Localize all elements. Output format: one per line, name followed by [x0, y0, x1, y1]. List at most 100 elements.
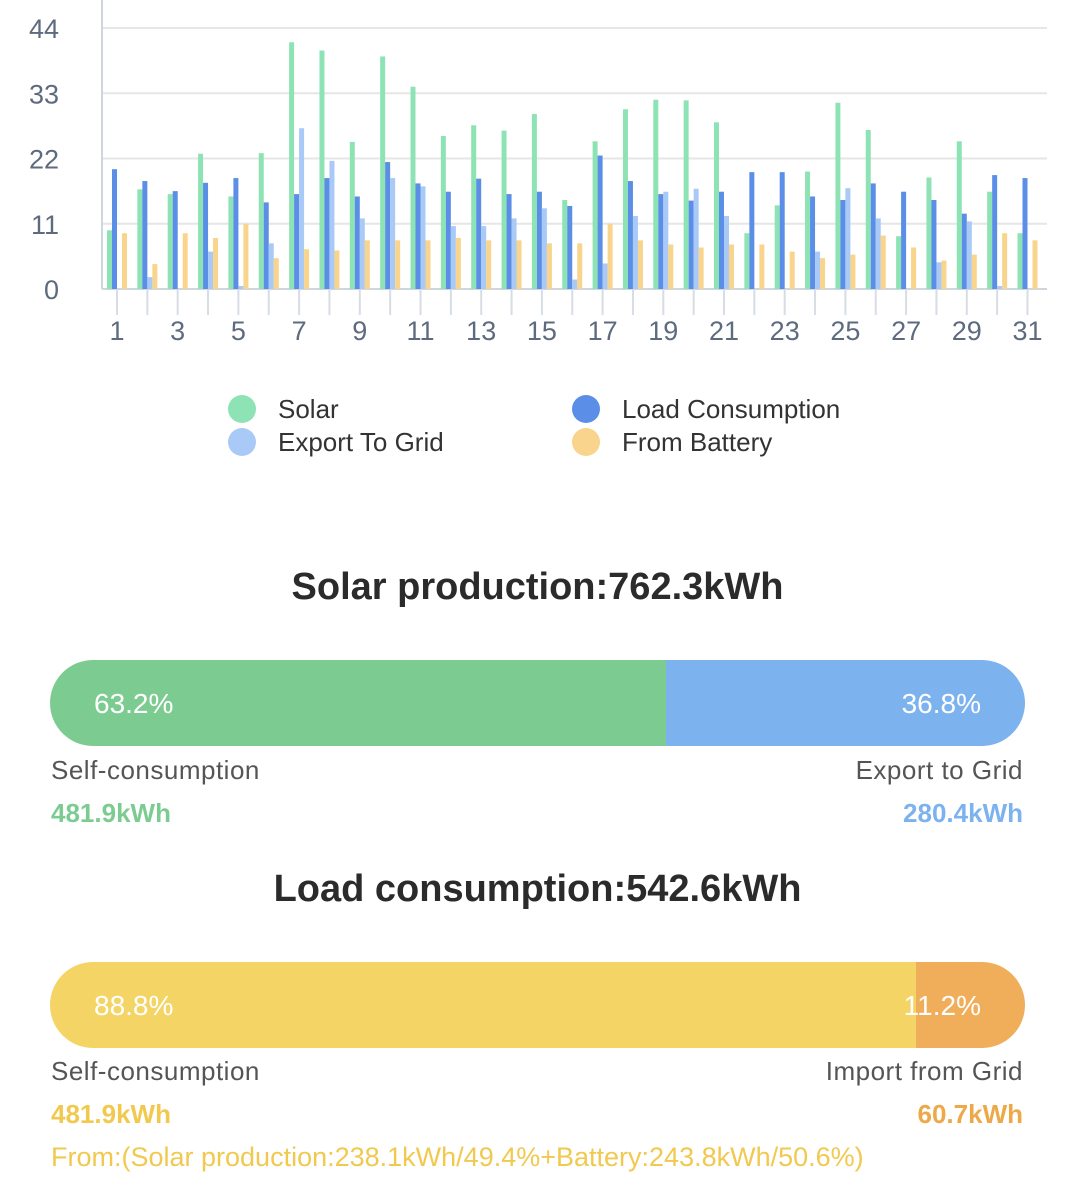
bar-solar-day-2	[137, 189, 143, 289]
bar-from-battery-day-21	[729, 244, 734, 289]
load-import-value: 60.7kWh	[917, 1099, 1024, 1129]
bar-load-consumption-day-3	[172, 191, 178, 289]
x-tick-label-11: 11	[406, 316, 434, 346]
bar-load-consumption-day-27	[901, 191, 907, 289]
bar-solar-day-3	[167, 194, 173, 289]
bar-load-consumption-day-26	[870, 183, 876, 289]
bar-from-battery-day-23	[789, 251, 795, 289]
solar-export-segment: 36.8%	[666, 660, 1025, 746]
bar-export-to-grid-day-17	[602, 263, 608, 289]
bar-solar-day-21	[714, 122, 719, 289]
bar-load-consumption-day-22	[749, 172, 755, 289]
load-consumption-title: Load consumption:542.6kWh	[273, 868, 802, 910]
bar-solar-day-16	[562, 200, 568, 289]
x-tick-label-29: 29	[952, 316, 982, 346]
bar-solar-day-27	[896, 236, 902, 289]
bar-solar-day-13	[471, 125, 477, 289]
bar-load-consumption-day-2	[142, 181, 148, 289]
bar-load-consumption-day-19	[658, 194, 664, 289]
bar-solar-day-25	[835, 102, 841, 289]
bar-export-to-grid-day-25	[845, 188, 851, 289]
load-source-breakdown: From:(Solar production:238.1kWh/49.4%+Ba…	[51, 1142, 864, 1172]
bar-export-to-grid-day-7	[299, 128, 305, 289]
bar-from-battery-day-20	[698, 247, 704, 289]
legend-item-load-consumption[interactable]: Load Consumption	[572, 392, 840, 426]
bar-load-consumption-day-6	[263, 202, 269, 289]
bar-export-to-grid-day-30	[997, 286, 1003, 289]
bar-from-battery-day-16	[577, 243, 583, 289]
bar-from-battery-day-17	[607, 223, 613, 289]
bar-solar-day-20	[683, 100, 689, 289]
bar-from-battery-day-7	[304, 249, 310, 289]
bar-export-to-grid-day-11	[420, 186, 426, 289]
y-tick-label-33: 33	[29, 79, 59, 109]
bar-load-consumption-day-4	[203, 182, 209, 289]
bar-solar-day-24	[805, 171, 811, 289]
bar-from-battery-day-11	[425, 240, 431, 289]
bar-load-consumption-day-18	[627, 181, 633, 289]
bar-export-to-grid-day-29	[966, 221, 972, 289]
bar-export-to-grid-day-21	[724, 216, 729, 289]
bar-load-consumption-day-29	[961, 213, 967, 289]
bar-export-to-grid-day-18	[632, 216, 638, 289]
x-tick-label-23: 23	[770, 316, 800, 346]
bar-load-consumption-day-1	[112, 169, 117, 289]
x-tick-label-1: 1	[109, 316, 124, 346]
bar-load-consumption-day-15	[536, 191, 542, 289]
solar-self-consumption-value: 481.9kWh	[51, 798, 171, 828]
bar-load-consumption-day-31	[1022, 178, 1028, 289]
bar-export-to-grid-day-2	[147, 277, 153, 289]
solar-self-consumption-segment: 63.2%	[50, 660, 667, 746]
bar-export-to-grid-day-26	[875, 218, 881, 289]
solar-export-value: 280.4kWh	[903, 798, 1023, 828]
bar-from-battery-day-19	[668, 244, 674, 289]
bar-solar-day-9	[349, 141, 355, 289]
load-split-bar: 88.8% 11.2%	[50, 962, 1025, 1048]
bar-from-battery-day-31	[1032, 240, 1038, 289]
bar-export-to-grid-day-10	[390, 178, 396, 289]
solar-export-label: Export to Grid	[855, 755, 1023, 785]
bar-solar-day-19	[653, 99, 659, 290]
solar-self-consumption-percent: 63.2%	[94, 688, 174, 719]
bar-from-battery-day-13	[486, 240, 492, 289]
bar-load-consumption-day-10	[385, 162, 391, 289]
bar-solar-day-6	[258, 153, 264, 289]
bar-solar-day-30	[987, 191, 993, 289]
bar-from-battery-day-12	[455, 237, 461, 289]
y-tick-label-44: 44	[29, 14, 59, 44]
bar-from-battery-day-14	[516, 240, 522, 289]
bar-solar-day-18	[622, 109, 628, 290]
x-tick-label-7: 7	[292, 316, 307, 346]
bar-load-consumption-day-23	[779, 172, 785, 289]
legend-dot-solar	[228, 395, 256, 423]
bar-export-to-grid-day-12	[450, 226, 456, 289]
bar-load-consumption-day-20	[688, 200, 694, 289]
load-self-consumption-segment: 88.8%	[50, 962, 916, 1048]
bar-load-consumption-day-9	[354, 196, 360, 289]
x-tick-label-3: 3	[170, 316, 185, 346]
load-self-consumption-percent: 88.8%	[94, 990, 174, 1021]
bar-from-battery-day-18	[637, 240, 643, 289]
bar-solar-day-31	[1017, 233, 1023, 289]
bar-solar-day-1	[107, 230, 112, 289]
bar-solar-day-4	[198, 153, 204, 289]
bar-export-to-grid-day-19	[663, 191, 669, 289]
legend-dot-export-to-grid	[228, 428, 256, 456]
x-tick-label-21: 21	[709, 316, 739, 346]
bar-from-battery-day-22	[759, 244, 765, 289]
load-import-label: Import from Grid	[825, 1056, 1023, 1086]
y-tick-label-22: 22	[29, 145, 59, 175]
solar-production-title: Solar production:762.3kWh	[291, 566, 784, 608]
bar-solar-day-12	[440, 135, 446, 289]
legend-item-export-to-grid[interactable]: Export To Grid	[228, 425, 444, 459]
legend-item-solar[interactable]: Solar	[228, 392, 339, 426]
bar-from-battery-day-15	[546, 243, 552, 289]
bar-from-battery-day-24	[820, 258, 826, 289]
legend-item-from-battery[interactable]: From Battery	[572, 425, 772, 459]
load-self-consumption-label: Self-consumption	[51, 1056, 260, 1086]
legend-label-from-battery: From Battery	[622, 426, 773, 457]
bar-from-battery-day-26	[880, 235, 886, 289]
bar-solar-day-14	[501, 130, 507, 289]
bar-export-to-grid-day-6	[268, 243, 274, 289]
